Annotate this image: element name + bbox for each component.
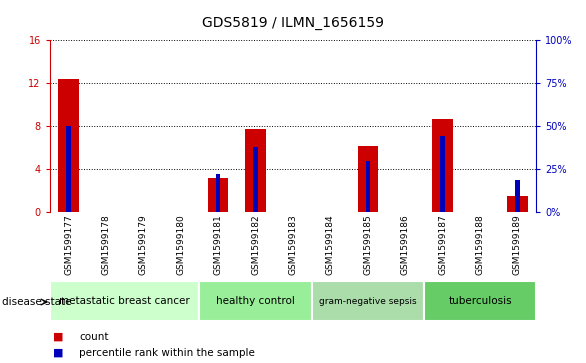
Text: disease state: disease state xyxy=(2,297,72,307)
Text: ■: ■ xyxy=(53,332,63,342)
Text: count: count xyxy=(79,332,108,342)
Text: GSM1599180: GSM1599180 xyxy=(176,215,185,275)
Text: GSM1599184: GSM1599184 xyxy=(326,215,335,275)
Text: GSM1599179: GSM1599179 xyxy=(139,215,148,275)
Text: GSM1599186: GSM1599186 xyxy=(401,215,410,275)
Text: GSM1599183: GSM1599183 xyxy=(288,215,298,275)
Bar xyxy=(432,119,453,212)
Text: healthy control: healthy control xyxy=(216,296,295,306)
Text: gram-negative sepsis: gram-negative sepsis xyxy=(319,297,417,306)
Text: GSM1599181: GSM1599181 xyxy=(214,215,223,275)
Text: percentile rank within the sample: percentile rank within the sample xyxy=(79,348,255,358)
Text: metastatic breast cancer: metastatic breast cancer xyxy=(59,296,190,306)
Text: GDS5819 / ILMN_1656159: GDS5819 / ILMN_1656159 xyxy=(202,16,384,30)
Bar xyxy=(312,281,424,321)
Bar xyxy=(424,281,536,321)
Text: tuberculosis: tuberculosis xyxy=(448,296,512,306)
Text: GSM1599177: GSM1599177 xyxy=(64,215,73,275)
Text: GSM1599185: GSM1599185 xyxy=(363,215,372,275)
Text: GSM1599178: GSM1599178 xyxy=(101,215,110,275)
Bar xyxy=(246,129,266,212)
Bar xyxy=(216,175,220,212)
Bar xyxy=(366,160,370,212)
Bar xyxy=(357,146,378,212)
Bar xyxy=(66,126,71,212)
Bar xyxy=(208,178,229,212)
Bar xyxy=(50,281,199,321)
Bar xyxy=(58,79,79,212)
Text: GSM1599187: GSM1599187 xyxy=(438,215,447,275)
Bar xyxy=(507,196,528,212)
Text: GSM1599189: GSM1599189 xyxy=(513,215,522,275)
Bar xyxy=(515,180,520,212)
Text: GSM1599182: GSM1599182 xyxy=(251,215,260,275)
Text: GSM1599188: GSM1599188 xyxy=(476,215,485,275)
Bar xyxy=(253,147,258,212)
Text: ■: ■ xyxy=(53,348,63,358)
Bar xyxy=(199,281,312,321)
Bar xyxy=(441,136,445,212)
